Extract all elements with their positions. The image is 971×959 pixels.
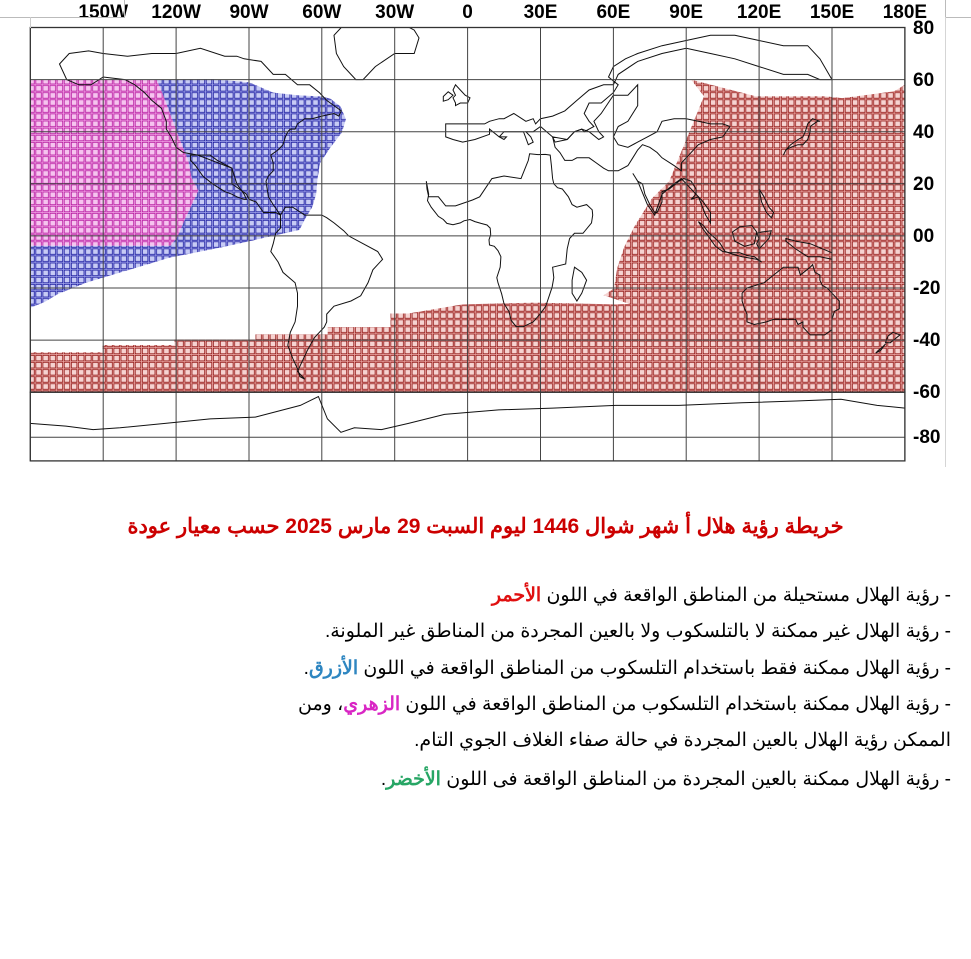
svg-text:-80: -80	[913, 427, 940, 448]
svg-text:80: 80	[913, 18, 934, 39]
svg-text:90E: 90E	[669, 2, 703, 23]
svg-text:0: 0	[462, 2, 473, 23]
svg-text:-40: -40	[913, 330, 940, 351]
svg-text:00: 00	[913, 226, 934, 247]
svg-text:40: 40	[913, 122, 934, 143]
svg-text:30E: 30E	[524, 2, 558, 23]
svg-text:-20: -20	[913, 278, 940, 299]
svg-text:30W: 30W	[375, 2, 414, 23]
svg-text:120W: 120W	[151, 2, 201, 23]
svg-text:60: 60	[913, 70, 934, 91]
svg-text:60E: 60E	[596, 2, 630, 23]
svg-text:90W: 90W	[229, 2, 268, 23]
svg-text:150E: 150E	[810, 2, 854, 23]
svg-text:60W: 60W	[302, 2, 341, 23]
svg-text:120E: 120E	[737, 2, 781, 23]
svg-text:-60: -60	[913, 382, 940, 403]
svg-text:20: 20	[913, 174, 934, 195]
